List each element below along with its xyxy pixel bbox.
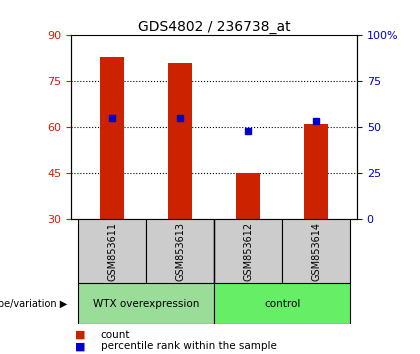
Bar [282,219,350,283]
Text: GSM853613: GSM853613 [175,222,185,281]
Bar [146,219,214,283]
Bar [78,219,146,283]
Bar [214,219,282,283]
Bar [236,173,260,219]
Text: WTX overexpression: WTX overexpression [93,298,200,309]
Bar [304,124,328,219]
Text: ■: ■ [75,330,85,339]
Text: control: control [264,298,300,309]
Bar [78,283,214,324]
Text: GSM853614: GSM853614 [311,222,321,281]
Text: GSM853611: GSM853611 [107,222,117,281]
Bar [168,63,192,219]
Title: GDS4802 / 236738_at: GDS4802 / 236738_at [138,21,291,34]
Text: genotype/variation ▶: genotype/variation ▶ [0,298,67,309]
Bar [214,283,350,324]
Text: count: count [101,330,130,339]
Text: GSM853612: GSM853612 [243,222,253,281]
Text: percentile rank within the sample: percentile rank within the sample [101,341,277,351]
Text: ■: ■ [75,341,85,351]
Bar [100,57,124,219]
